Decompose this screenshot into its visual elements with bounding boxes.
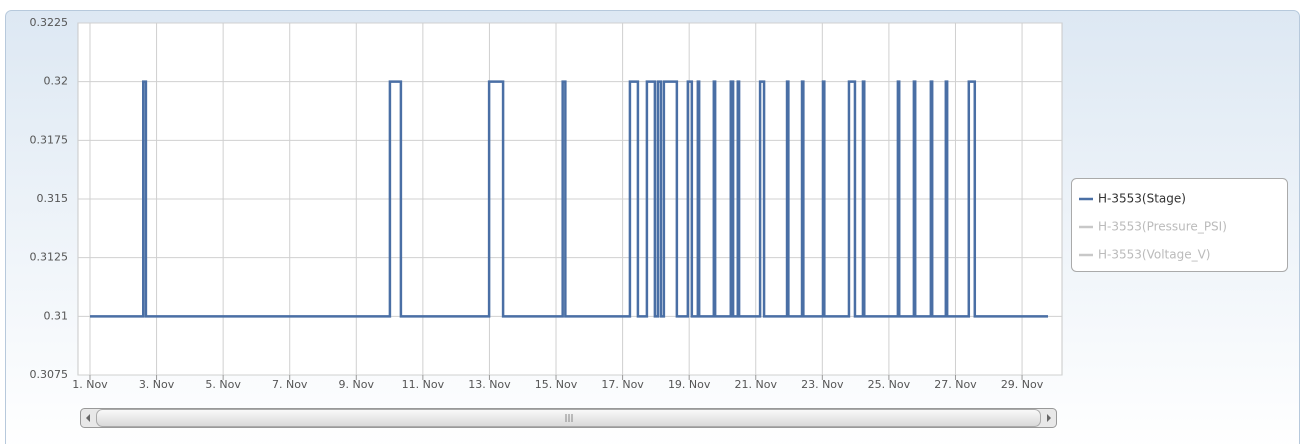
x-tick-label: 3. Nov: [139, 378, 175, 391]
legend-label[interactable]: H-3553(Voltage_V): [1098, 248, 1210, 262]
y-tick-label: 0.32: [44, 75, 69, 88]
scroll-grip: [565, 414, 573, 422]
scrollbar[interactable]: [80, 408, 1057, 428]
x-tick-label: 7. Nov: [272, 378, 308, 391]
y-tick-label: 0.3125: [30, 251, 69, 264]
legend: H-3553(Stage) H-3553(Pressure_PSI) H-3553(…: [1079, 192, 1227, 262]
y-tick-label: 0.3225: [30, 16, 69, 29]
y-tick-label: 0.3075: [30, 368, 69, 381]
y-tick-label: 0.315: [37, 192, 69, 205]
x-tick-label: 11. Nov: [402, 378, 445, 391]
x-tick-label: 25. Nov: [868, 378, 911, 391]
x-tick-label: 17. Nov: [601, 378, 644, 391]
legend-label[interactable]: H-3553(Stage): [1098, 192, 1186, 206]
x-tick-label: 15. Nov: [535, 378, 578, 391]
x-tick-label: 27. Nov: [934, 378, 977, 391]
scroll-right-arrow[interactable]: [1047, 414, 1051, 422]
x-tick-label: 19. Nov: [668, 378, 711, 391]
x-tick-label: 5. Nov: [205, 378, 241, 391]
scroll-left-arrow[interactable]: [86, 414, 90, 422]
x-tick-label: 9. Nov: [339, 378, 375, 391]
x-tick-label: 23. Nov: [801, 378, 844, 391]
x-tick-label: 13. Nov: [468, 378, 511, 391]
legend-label[interactable]: H-3553(Pressure_PSI): [1098, 220, 1227, 234]
x-tick-label: 1. Nov: [72, 378, 108, 391]
legend-box: [1071, 178, 1288, 272]
x-tick-label: 21. Nov: [735, 378, 778, 391]
y-tick-label: 0.31: [44, 309, 69, 322]
y-tick-label: 0.3175: [30, 133, 69, 146]
x-tick-label: 29. Nov: [1001, 378, 1044, 391]
data-line: [89, 80, 1049, 318]
